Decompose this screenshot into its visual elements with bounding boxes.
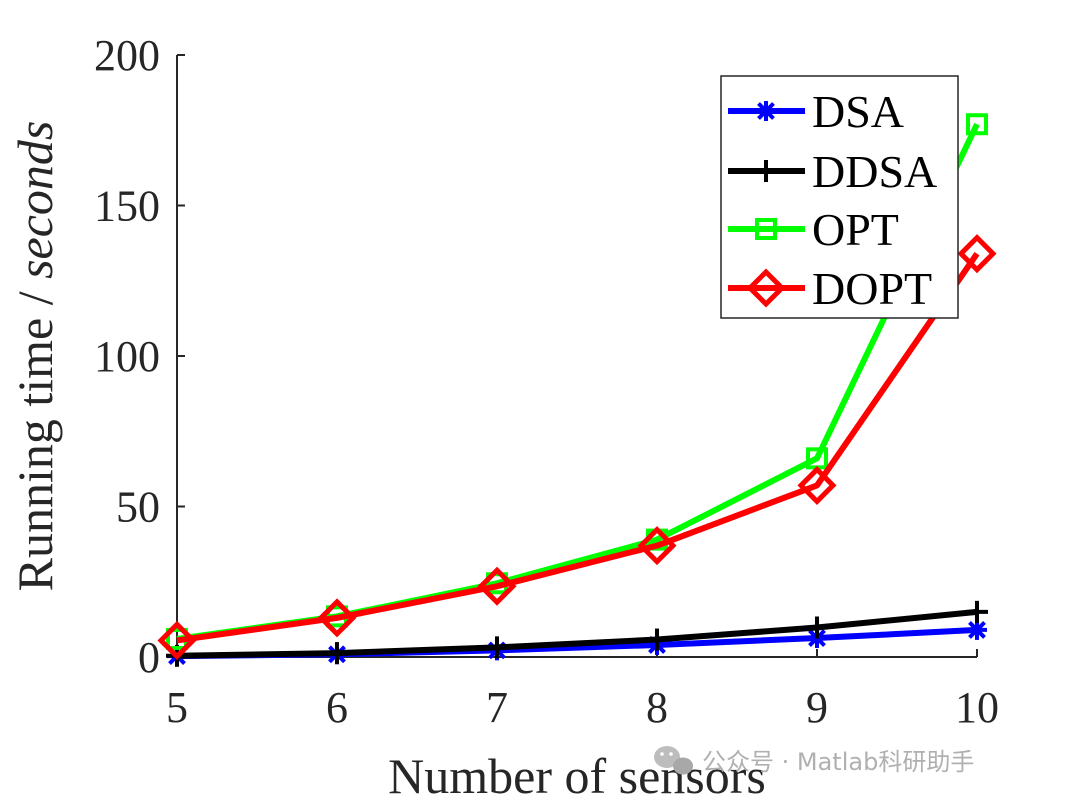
wechat-icon (654, 746, 693, 775)
legend-item-dsa: DSA (728, 86, 904, 137)
series-line-dopt (176, 251, 980, 644)
x-tick-label: 7 (486, 683, 508, 732)
data-point-ddsa (486, 636, 508, 659)
legend-item-opt: OPT (728, 204, 899, 255)
data-point-dsa (967, 619, 987, 640)
legend-item-dopt: DOPT (728, 263, 932, 314)
data-point-dopt (797, 465, 837, 505)
y-axis-title-main: Running time / (7, 279, 63, 592)
y-tick-label: 0 (138, 633, 160, 682)
data-point-dopt (477, 566, 517, 606)
x-tick-label: 9 (806, 683, 828, 732)
y-axis-title: Running time / seconds (7, 121, 63, 592)
legend-marker-dopt (746, 268, 786, 308)
y-tick-label: 200 (94, 31, 160, 80)
data-point-ddsa (806, 616, 828, 639)
x-ticks: 5 6 7 8 9 10 (166, 649, 999, 732)
legend-marker-opt (755, 218, 777, 240)
data-point-dopt (317, 598, 357, 638)
data-point-dopt (157, 620, 197, 660)
y-tick-label: 150 (94, 182, 160, 231)
x-tick-label: 6 (326, 683, 348, 732)
legend-label: DDSA (812, 146, 937, 197)
series-dopt (157, 234, 997, 660)
watermark: 公众号 · Matlab科研助手 (654, 746, 974, 776)
y-axis-title-unit: seconds (7, 121, 63, 279)
legend-item-ddsa: DDSA (728, 146, 937, 197)
data-point-dopt (637, 526, 677, 566)
x-tick-label: 10 (955, 683, 999, 732)
legend-marker-dsa (756, 101, 776, 121)
legend-label: DSA (812, 86, 904, 137)
data-point-opt (966, 113, 988, 136)
legend-marker-ddsa (755, 160, 777, 182)
data-point-ddsa (646, 628, 668, 651)
y-ticks: 0 50 100 150 200 (94, 31, 185, 682)
legend-items: DSA DDSA OPT DOPT (728, 86, 937, 314)
data-point-ddsa (326, 642, 348, 665)
x-tick-label: 8 (646, 683, 668, 732)
legend-label: OPT (812, 204, 899, 255)
series-line-ddsa (176, 608, 978, 659)
y-tick-label: 100 (94, 332, 160, 381)
series-ddsa (166, 600, 988, 667)
y-tick-label: 50 (116, 483, 160, 532)
legend: DSA DDSA OPT DOPT (720, 75, 959, 319)
data-point-dopt (957, 234, 997, 274)
watermark-text: 公众号 · Matlab科研助手 (702, 748, 974, 776)
x-tick-label: 5 (166, 683, 188, 732)
x-axis-title: Number of sensors (388, 748, 766, 804)
data-point-ddsa (966, 600, 988, 623)
series-layer (157, 113, 997, 667)
legend-label: DOPT (812, 263, 932, 314)
